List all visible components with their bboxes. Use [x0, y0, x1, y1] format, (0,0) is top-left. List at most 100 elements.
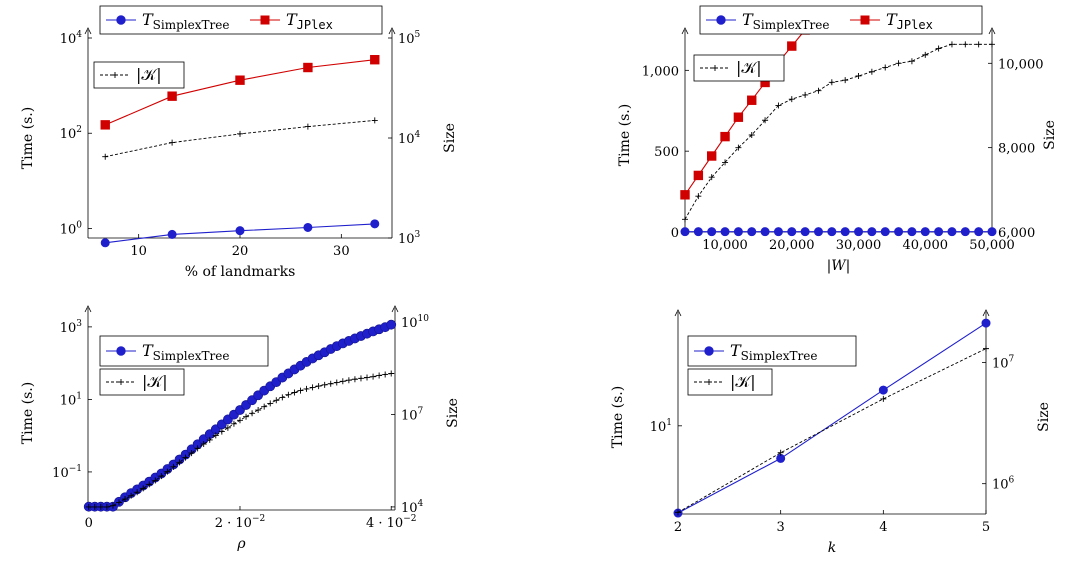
chart-rho-y2-tick-label-2: 1010 — [401, 314, 429, 331]
chart-landmarks: 10 20 30 100 102 104 103 104 105 % of landmarks Ti… — [0, 0, 537, 284]
chart-witness-y2-label: Size — [1042, 120, 1058, 150]
chart-rho-series-1-point-30 — [267, 400, 274, 407]
chart-rho-x-tick-label-0: 0 — [85, 516, 93, 531]
chart-witness-x-tick-label-0: 10,000 — [702, 238, 748, 253]
chart-witness-series-2-point-0 — [682, 216, 688, 223]
chart-rho-y2-tick-label-0: 104 — [401, 499, 424, 516]
chart-k-series-1-point-0 — [675, 509, 681, 516]
chart-witness-series-2-line — [684, 43, 992, 220]
chart-k-x-tick-label-2: 4 — [879, 520, 887, 535]
chart-witness-series-2-point-14 — [868, 68, 875, 75]
chart-witness-series-2-point-13 — [855, 72, 862, 79]
chart-witness-series-1-line — [684, 29, 806, 196]
chart-witness-series-0-point-4 — [733, 227, 743, 237]
legend-label: TJPlex — [886, 10, 933, 32]
chart-rho-series-1-point-32 — [279, 394, 286, 401]
chart-rho-series-1-point-23 — [224, 424, 231, 431]
chart-landmarks-series-2-point-0 — [102, 153, 109, 160]
legend-label: |𝒦| — [730, 372, 756, 391]
chart-rho-series-1-point-45 — [357, 375, 364, 382]
chart-k-legend-entry-0: TSimplexTree — [694, 341, 817, 363]
chart-witness-y2-tick-label-0: 6,000 — [998, 226, 1035, 241]
chart-witness-series-1-point-0 — [680, 190, 690, 200]
chart-rho-series-1-point-27 — [249, 410, 256, 417]
chart-rho-y-tick-label-0: 10−1 — [52, 464, 82, 481]
chart-witness-series-0-point-22 — [974, 227, 984, 237]
chart-rho-legend-entry-0: TSimplexTree — [106, 341, 229, 363]
chart-witness-legend-time — [699, 5, 983, 35]
chart-witness-series-2-point-4 — [735, 144, 742, 151]
chart-landmarks-y-label: Time (s.) — [20, 107, 36, 169]
chart-rho-series-1-point-33 — [285, 391, 292, 398]
chart-rho-series-1-point-44 — [351, 376, 358, 383]
chart-landmarks-series-1-point-0 — [100, 120, 110, 130]
chart-rho-y2-label: Size — [445, 398, 461, 428]
chart-k-legend-entry-size-0: |𝒦| — [694, 372, 756, 391]
chart-k-x-label: k — [828, 540, 836, 556]
chart-rho-series-1-point-0 — [85, 503, 92, 510]
chart-witness-series-1-point-5 — [747, 95, 757, 105]
chart-witness-series-0-point-8 — [787, 227, 797, 237]
chart-witness-x-label: |W| — [827, 258, 851, 274]
chart-witness: 10,000 20,000 30,000 40,000 50,000 0 500 1,000 6… — [537, 0, 1075, 284]
chart-witness-series-0-point-19 — [934, 227, 944, 237]
legend-circle-marker — [116, 346, 126, 356]
chart-landmarks-series-0-point-1 — [167, 229, 177, 239]
chart-witness-series-2-point-10 — [815, 87, 822, 94]
chart-landmarks-series-1-point-4 — [370, 55, 380, 65]
chart-landmarks-y2-tick-label-1: 104 — [398, 130, 421, 147]
chart-rho-x-tick-label-1: 2 · 10−2 — [215, 514, 265, 531]
chart-landmarks-x-tick-label-0: 10 — [130, 244, 147, 259]
chart-rho-series-1-point-46 — [364, 374, 371, 381]
chart-witness-series-0 — [680, 227, 997, 237]
chart-witness-series-2-point-23 — [989, 41, 995, 48]
chart-landmarks-series-1-point-2 — [235, 75, 245, 85]
chart-witness-series-2-point-7 — [775, 102, 782, 109]
legend-label: |𝒦| — [142, 372, 168, 391]
chart-rho-series-1-point-18 — [194, 445, 201, 452]
chart-witness-series-1 — [680, 25, 810, 200]
chart-witness-y2-tick-label-1: 8,000 — [998, 142, 1035, 157]
chart-witness-series-2 — [682, 41, 995, 223]
chart-landmarks-legend-size — [93, 61, 185, 89]
chart-rho-series-1-point-40 — [327, 380, 334, 387]
chart-landmarks-series-1 — [100, 55, 380, 130]
chart-witness-svg: 10,000 20,000 30,000 40,000 50,000 0 500 1,000 6… — [617, 5, 1058, 274]
chart-witness-series-1-point-2 — [706, 151, 717, 161]
chart-witness-series-0-point-9 — [800, 227, 810, 237]
chart-rho-series-1-point-49 — [382, 371, 389, 378]
chart-witness-series-2-point-1 — [695, 193, 702, 200]
chart-landmarks-y2-label: Size — [442, 123, 458, 153]
chart-witness-y-tick-label-0: 0 — [671, 226, 679, 241]
chart-witness-series-2-point-17 — [908, 58, 915, 65]
chart-landmarks-series-0-point-4 — [370, 219, 380, 229]
chart-witness-series-2-point-21 — [962, 41, 969, 48]
chart-rho-series-1-point-50 — [388, 370, 395, 377]
chart-rho-x-label: ρ — [236, 536, 246, 552]
legend-label: TSimplexTree — [142, 10, 229, 32]
chart-k-svg: 2 3 4 5 101 106 107 k Time (s.) Size TSimplexTree |… — [610, 309, 1052, 556]
legend-square-marker — [860, 15, 870, 25]
chart-rho-series-1-point-22 — [218, 428, 225, 435]
chart-witness-legend-entry-1: TJPlex — [850, 10, 933, 32]
chart-witness-legend-entry-size-0: |𝒦| — [700, 58, 762, 77]
chart-witness-series-0-point-23 — [987, 227, 997, 237]
chart-rho-series-0-point-50 — [386, 319, 397, 330]
chart-rho-series-1-point-21 — [212, 432, 219, 439]
chart-witness-y-axis-right-arrow — [988, 27, 996, 35]
chart-landmarks-series-2-point-3 — [304, 123, 311, 130]
chart-rho-y-label: Time (s.) — [20, 382, 36, 444]
legend-label: TSimplexTree — [730, 341, 817, 363]
chart-witness-series-1-point-8 — [787, 41, 797, 51]
chart-landmarks-y-axis-left-arrow — [84, 27, 92, 35]
chart-rho-series-1-point-12 — [158, 473, 165, 480]
legend-plus-marker — [118, 379, 124, 385]
chart-rho-series-1-point-48 — [376, 372, 383, 379]
chart-landmarks-series-1-point-1 — [167, 91, 177, 101]
chart-rho-series-1-point-37 — [309, 384, 316, 391]
chart-rho-series-1-point-38 — [315, 383, 322, 390]
chart-landmarks-series-2 — [102, 117, 378, 160]
legend-circle-marker — [704, 346, 714, 356]
legend-label: |𝒦| — [136, 65, 162, 84]
chart-witness-series-0-point-3 — [720, 227, 730, 237]
